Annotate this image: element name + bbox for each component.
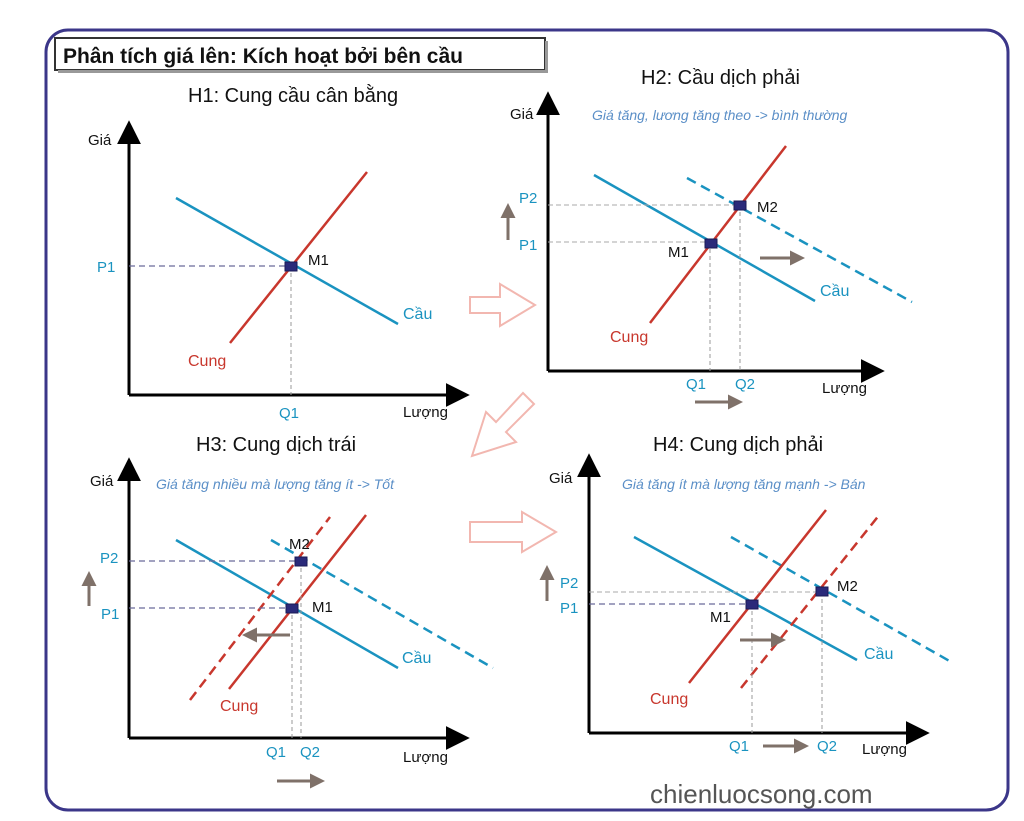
h4-supply-line: [688, 509, 827, 684]
h2-note: Giá tăng, lương tăng theo -> bình thường: [592, 107, 848, 123]
h3-p2-label: P2: [100, 550, 118, 567]
h2-supply-line: [649, 145, 787, 324]
h2-m1-point: [704, 238, 718, 249]
transition-arrow-h3-to-h4: [469, 510, 558, 554]
h2-p1-label: P1: [519, 237, 537, 254]
h3-p1-label: P1: [101, 606, 119, 623]
panel-h2: H2: Cầu dịch phải Giá tăng, lương tăng t…: [500, 67, 913, 410]
transition-arrow-h1-to-h2: [469, 282, 537, 328]
h1-m1-point: [284, 261, 298, 272]
h4-m1-point: [745, 599, 759, 610]
h1-demand-label: Cầu: [403, 306, 432, 323]
h2-m2-point: [733, 200, 747, 211]
h2-y-axis-label: Giá: [510, 106, 534, 123]
h3-supply-line: [228, 514, 367, 690]
h2-q1-label: Q1: [686, 376, 706, 393]
h2-demand-line: [593, 173, 816, 303]
h4-x-axis-label: Lượng: [862, 741, 907, 758]
h1-q1-label: Q1: [279, 405, 299, 422]
page-title: Phân tích giá lên: Kích hoạt bởi bên cầu: [63, 45, 463, 68]
h3-demand-shifted-line: [270, 538, 494, 670]
h3-m2-label: M2: [289, 536, 310, 553]
h4-demand-line: [633, 535, 858, 662]
h3-demand-label: Cầu: [402, 650, 431, 667]
h3-note: Giá tăng nhiều mà lượng tăng ít -> Tốt: [156, 476, 395, 492]
h2-p2-label: P2: [519, 190, 537, 207]
panel-h3: H3: Cung dịch trái Giá tăng nhiều mà lượ…: [81, 434, 494, 789]
h3-title: H3: Cung dịch trái: [196, 434, 356, 456]
h2-demand-label: Cầu: [820, 283, 849, 300]
h4-q1-label: Q1: [729, 738, 749, 755]
h3-y-axis-label: Giá: [90, 473, 114, 490]
header-title-box: Phân tích giá lên: Kích hoạt bởi bên cầu: [54, 37, 548, 73]
h3-m1-label: M1: [312, 599, 333, 616]
h4-supply-shifted-line: [740, 513, 881, 689]
h4-q2-label: Q2: [817, 738, 837, 755]
h1-demand-line: [175, 196, 399, 326]
h1-supply-line: [229, 171, 368, 344]
h2-title: H2: Cầu dịch phải: [641, 67, 800, 89]
h2-supply-label: Cung: [610, 329, 648, 346]
transition-arrow-h2-to-h3: [470, 391, 536, 458]
h3-m2-point: [294, 556, 308, 567]
panel-h1: H1: Cung cầu cân bằng Giá Lượng M1 P1 Q1…: [88, 84, 470, 422]
h2-demand-shifted-line: [686, 176, 913, 304]
h4-supply-label: Cung: [650, 691, 688, 708]
h3-x-axis-label: Lượng: [403, 749, 448, 766]
h2-m1-label: M1: [668, 244, 689, 261]
h3-q1-label: Q1: [266, 744, 286, 761]
h4-title: H4: Cung dịch phải: [653, 434, 823, 456]
h1-y-axis-label: Giá: [88, 132, 112, 149]
h4-m1-label: M1: [710, 609, 731, 626]
h4-m2-label: M2: [837, 578, 858, 595]
h4-p1-label: P1: [560, 600, 578, 617]
h3-m1-point: [285, 603, 299, 614]
h2-m2-label: M2: [757, 199, 778, 216]
h4-note: Giá tăng ít mà lượng tăng mạnh -> Bán: [622, 476, 866, 492]
outer-frame: [44, 28, 1010, 812]
panel-h4: H4: Cung dịch phải Giá tăng ít mà lượng …: [539, 434, 954, 758]
h4-m2-point: [815, 586, 829, 597]
h2-q2-label: Q2: [735, 376, 755, 393]
h4-demand-label: Cầu: [864, 646, 893, 663]
h1-x-axis-label: Lượng: [403, 404, 448, 421]
watermark: chienluocsong.com: [650, 779, 873, 809]
h3-supply-label: Cung: [220, 698, 258, 715]
h1-m1-label: M1: [308, 252, 329, 269]
h1-supply-label: Cung: [188, 353, 226, 370]
h3-q2-label: Q2: [300, 744, 320, 761]
h1-p1-label: P1: [97, 259, 115, 276]
h4-demand-shifted-line: [730, 535, 954, 665]
h4-p2-label: P2: [560, 575, 578, 592]
h1-title: H1: Cung cầu cân bằng: [188, 84, 398, 107]
h4-y-axis-label: Giá: [549, 470, 573, 487]
h2-x-axis-label: Lượng: [822, 380, 867, 397]
